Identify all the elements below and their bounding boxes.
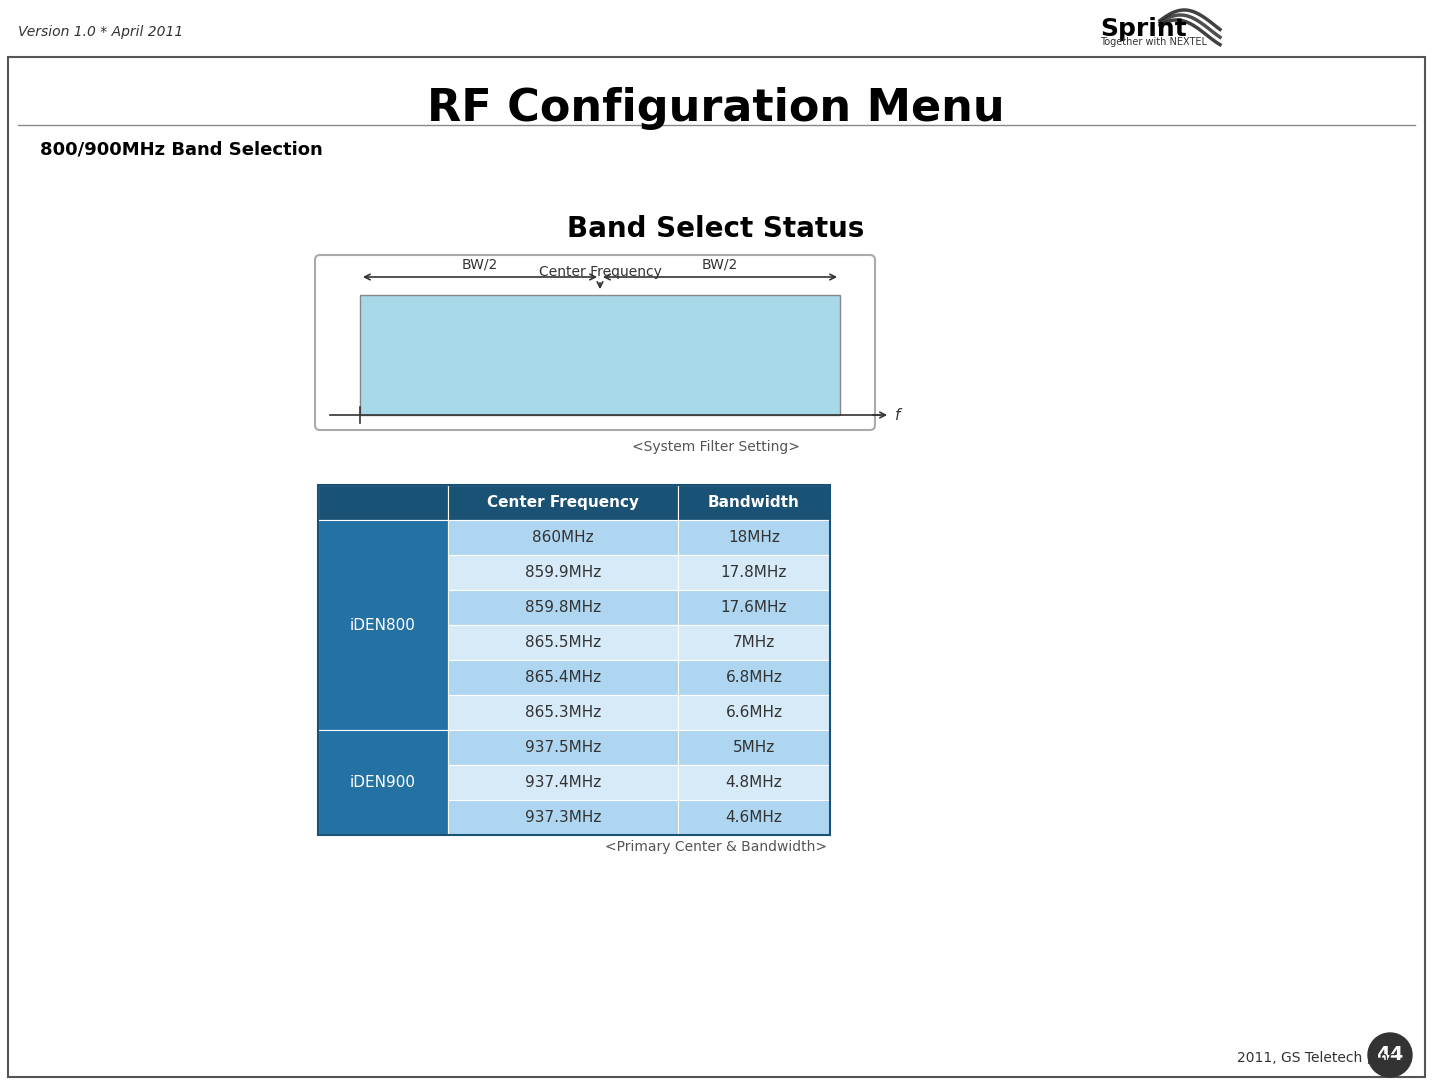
Text: Together with NEXTEL: Together with NEXTEL <box>1101 37 1207 47</box>
Bar <box>678 485 830 520</box>
Text: Center Frequency: Center Frequency <box>539 265 662 279</box>
Text: BW/2: BW/2 <box>461 258 499 272</box>
Bar <box>678 660 830 695</box>
Text: Version 1.0 * April 2011: Version 1.0 * April 2011 <box>19 25 183 39</box>
Text: iDEN900: iDEN900 <box>350 775 416 790</box>
Bar <box>449 520 678 556</box>
Text: Band Select Status: Band Select Status <box>567 215 864 243</box>
Bar <box>449 660 678 695</box>
Text: BW/2: BW/2 <box>702 258 738 272</box>
Bar <box>360 295 840 414</box>
Bar <box>678 765 830 800</box>
Text: 865.3MHz: 865.3MHz <box>524 705 600 720</box>
Bar <box>318 730 449 835</box>
Bar <box>318 485 449 520</box>
Bar <box>678 520 830 556</box>
Bar <box>449 765 678 800</box>
Text: 937.4MHz: 937.4MHz <box>524 775 600 790</box>
Text: 17.8MHz: 17.8MHz <box>721 565 787 580</box>
Text: 865.4MHz: 865.4MHz <box>524 671 600 685</box>
Text: <System Filter Setting>: <System Filter Setting> <box>632 441 800 454</box>
Text: 865.5MHz: 865.5MHz <box>524 635 600 650</box>
Text: 17.6MHz: 17.6MHz <box>721 600 787 615</box>
Text: 18MHz: 18MHz <box>728 529 780 545</box>
Text: 937.5MHz: 937.5MHz <box>524 740 600 755</box>
Text: 6.6MHz: 6.6MHz <box>725 705 782 720</box>
Text: 2011, GS Teletech , Inc.: 2011, GS Teletech , Inc. <box>1237 1051 1400 1065</box>
Bar <box>449 590 678 625</box>
Bar <box>678 625 830 660</box>
Bar <box>449 485 678 520</box>
Text: f: f <box>896 408 900 422</box>
Text: 859.9MHz: 859.9MHz <box>524 565 600 580</box>
Text: Center Frequency: Center Frequency <box>487 495 639 510</box>
Bar <box>678 730 830 765</box>
Text: 7MHz: 7MHz <box>732 635 775 650</box>
Text: Sprint: Sprint <box>1101 17 1187 41</box>
Text: 44: 44 <box>1376 1046 1404 1064</box>
Bar <box>449 730 678 765</box>
Text: iDEN800: iDEN800 <box>350 617 416 633</box>
Text: 6.8MHz: 6.8MHz <box>725 671 782 685</box>
Text: 937.3MHz: 937.3MHz <box>524 810 602 825</box>
Bar <box>678 695 830 730</box>
Text: 800/900MHz Band Selection: 800/900MHz Band Selection <box>40 140 322 158</box>
Bar <box>449 695 678 730</box>
Bar <box>678 556 830 590</box>
Bar <box>318 520 449 730</box>
Bar <box>678 800 830 835</box>
Text: 4.6MHz: 4.6MHz <box>725 810 782 825</box>
Circle shape <box>1369 1033 1412 1077</box>
Text: <Primary Center & Bandwidth>: <Primary Center & Bandwidth> <box>605 840 827 854</box>
Text: 4.8MHz: 4.8MHz <box>725 775 782 790</box>
Text: Bandwidth: Bandwidth <box>708 495 800 510</box>
Bar <box>318 485 830 835</box>
Text: 860MHz: 860MHz <box>532 529 593 545</box>
Bar <box>678 590 830 625</box>
Bar <box>449 625 678 660</box>
Bar <box>449 800 678 835</box>
Text: 5MHz: 5MHz <box>732 740 775 755</box>
Text: RF Configuration Menu: RF Configuration Menu <box>427 87 1005 130</box>
Text: 859.8MHz: 859.8MHz <box>524 600 600 615</box>
Bar <box>449 556 678 590</box>
FancyBboxPatch shape <box>315 255 876 430</box>
